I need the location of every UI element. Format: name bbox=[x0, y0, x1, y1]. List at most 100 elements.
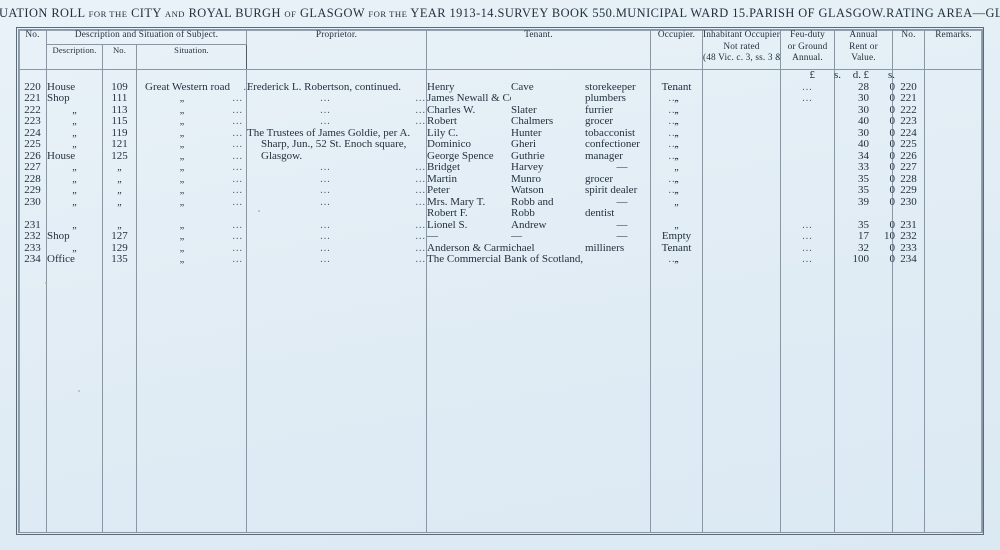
row-tenant: Bridget Harvey — bbox=[427, 162, 650, 174]
row-situation: „... bbox=[137, 220, 246, 232]
row-tenant-dots: ... bbox=[668, 127, 679, 139]
row-number-right: 224 bbox=[900, 127, 917, 139]
masthead-for-the-2: for the bbox=[368, 8, 408, 19]
row-proprietor-text: Glasgow. bbox=[261, 149, 303, 162]
row-annual-rent: 28 0 bbox=[835, 80, 895, 94]
row-feu-duty bbox=[781, 197, 834, 209]
row-proprietor-dots: ... bbox=[320, 196, 331, 208]
row-tenant-occupation: tobacconist bbox=[585, 127, 636, 139]
row-tenant-occupation: milliners bbox=[585, 242, 625, 254]
row-situation: „... bbox=[137, 139, 246, 151]
header-row-group: No. Description and Situation of Subject… bbox=[18, 29, 983, 70]
row-annual-pounds: 17 bbox=[858, 230, 869, 242]
th-desc-no: No. bbox=[102, 44, 137, 70]
row-annual-pounds: 40 bbox=[858, 138, 869, 150]
row-proprietor-dots: ... bbox=[320, 93, 331, 104]
masthead-valuation-roll: VALUATION ROLL bbox=[0, 6, 86, 20]
row-remarks bbox=[925, 162, 982, 174]
data-band: 220 221 222 223 224 225 226 227 228 229 230 231 232… bbox=[18, 69, 983, 533]
row-number-right: 232 bbox=[900, 231, 917, 242]
row-feu-duty bbox=[781, 185, 834, 197]
row-situation: „... bbox=[137, 128, 246, 140]
row-tenant-occupation: — bbox=[616, 196, 628, 208]
row-annual-shillings: 0 bbox=[889, 253, 896, 265]
masthead-glasgow: GLASGOW bbox=[299, 6, 365, 20]
th-inhabitant-line3: (48 Vic. c. 3, ss. 3 & 9.) bbox=[703, 53, 780, 63]
row-tenant-surname: Cave bbox=[511, 81, 534, 93]
row-number-right: 220 bbox=[900, 81, 917, 93]
row-proprietor: Sharp, Jun., 52 St. Enoch square, bbox=[247, 138, 426, 151]
row-occupier: „ bbox=[674, 127, 679, 139]
masthead-title: VALUATION ROLL for the CITY and ROYAL BU… bbox=[0, 6, 498, 21]
row-proprietor-dots: ... bbox=[320, 162, 331, 173]
row-tenant-occupation: manager bbox=[585, 150, 623, 162]
row-situation-text: „ bbox=[179, 127, 185, 139]
row-occupier: Tenant bbox=[661, 242, 692, 254]
row-remarks bbox=[925, 243, 982, 255]
row-inhabitant-occupier bbox=[703, 174, 780, 186]
row-proprietor-trailing-dots: ... bbox=[415, 231, 426, 242]
row-annual-shillings: 0 bbox=[889, 126, 896, 139]
row-situation-text: „ bbox=[179, 150, 185, 162]
row-number: 225 bbox=[24, 139, 41, 150]
row-subject-number: „ bbox=[117, 162, 122, 173]
th-description-situation-group: Description and Situation of Subject. bbox=[46, 29, 247, 45]
feu-shilling-symbol: s. bbox=[833, 69, 841, 81]
row-annual-pounds: 28 bbox=[858, 80, 869, 93]
row-number-right: 221 bbox=[900, 93, 917, 104]
col-no-right: 220 221 222 223 224 225 226 227 228 229 230 231 232… bbox=[892, 69, 925, 533]
row-situation: „... bbox=[137, 162, 246, 174]
row-tenant: Charles W. Slater furrier... bbox=[427, 105, 678, 117]
row-situation: Great Western road... bbox=[137, 81, 253, 94]
row-annual-shillings: 0 bbox=[889, 241, 896, 254]
row-situation-dots: ... bbox=[232, 196, 243, 208]
row-situation: „... bbox=[137, 174, 246, 186]
row-inhabitant-occupier bbox=[703, 185, 780, 197]
row-feu-duty bbox=[781, 128, 834, 140]
row-subject-number: „ bbox=[117, 196, 122, 208]
row-proprietor: ...... bbox=[247, 231, 426, 243]
col-no-left: 220 221 222 223 224 225 226 227 228 229 230 231 232… bbox=[18, 69, 47, 533]
row-occupier: „ bbox=[674, 254, 679, 265]
row-subject-number: 129 bbox=[111, 242, 128, 254]
row-proprietor-trailing-dots: ... bbox=[415, 116, 426, 127]
row-proprietor-trailing-dots: ... bbox=[415, 254, 426, 265]
th-annual-line2: Rent or bbox=[849, 41, 878, 52]
row-annual-rent: 30 0 bbox=[835, 92, 895, 105]
feu-pence-symbol: d. bbox=[852, 69, 861, 81]
row-situation-dots: ... bbox=[232, 104, 243, 116]
row-annual-pounds: 40 bbox=[858, 115, 869, 127]
row-situation: „... bbox=[137, 197, 246, 209]
th-no-left: No. bbox=[18, 29, 47, 70]
row-inhabitant-occupier bbox=[703, 116, 780, 128]
row-remarks bbox=[925, 116, 982, 128]
row-annual-pounds: 35 bbox=[858, 172, 869, 185]
row-annual-rent: 100 0 bbox=[835, 253, 896, 266]
row-proprietor: ...... bbox=[247, 185, 426, 197]
row-situation-dots: ... bbox=[232, 150, 243, 162]
row-situation-dots: ... bbox=[232, 127, 243, 139]
row-number: 222 bbox=[24, 104, 41, 116]
row-remarks bbox=[925, 254, 982, 266]
row-tenant-dots: ... bbox=[668, 116, 679, 127]
row-annual-shillings: 0 bbox=[889, 103, 896, 116]
row-situation: „... bbox=[137, 93, 246, 105]
row-remarks bbox=[925, 82, 982, 94]
row-tenant-forename: Dominico bbox=[427, 139, 471, 150]
row-subject-number: 135 bbox=[111, 254, 128, 265]
row-situation: „... bbox=[137, 231, 246, 243]
row-proprietor-trailing-dots: ... bbox=[415, 185, 426, 196]
row-annual-pounds: 30 bbox=[858, 126, 869, 139]
row-description: „ bbox=[72, 162, 77, 173]
row-annual-pounds: 30 bbox=[858, 103, 869, 116]
row-feu-duty bbox=[781, 208, 834, 220]
row-situation-dots: ... bbox=[232, 219, 243, 231]
row-feu-duty bbox=[781, 116, 834, 128]
row-number: 228 bbox=[24, 173, 41, 185]
row-situation: „... bbox=[137, 105, 246, 117]
row-annual-rent: 30 0 bbox=[835, 103, 896, 117]
row-annual-shillings bbox=[875, 208, 895, 220]
masthead-and: and bbox=[164, 8, 186, 19]
row-tenant-forename: Lily C. bbox=[427, 127, 459, 139]
row-annual-shillings: 0 bbox=[889, 115, 896, 127]
